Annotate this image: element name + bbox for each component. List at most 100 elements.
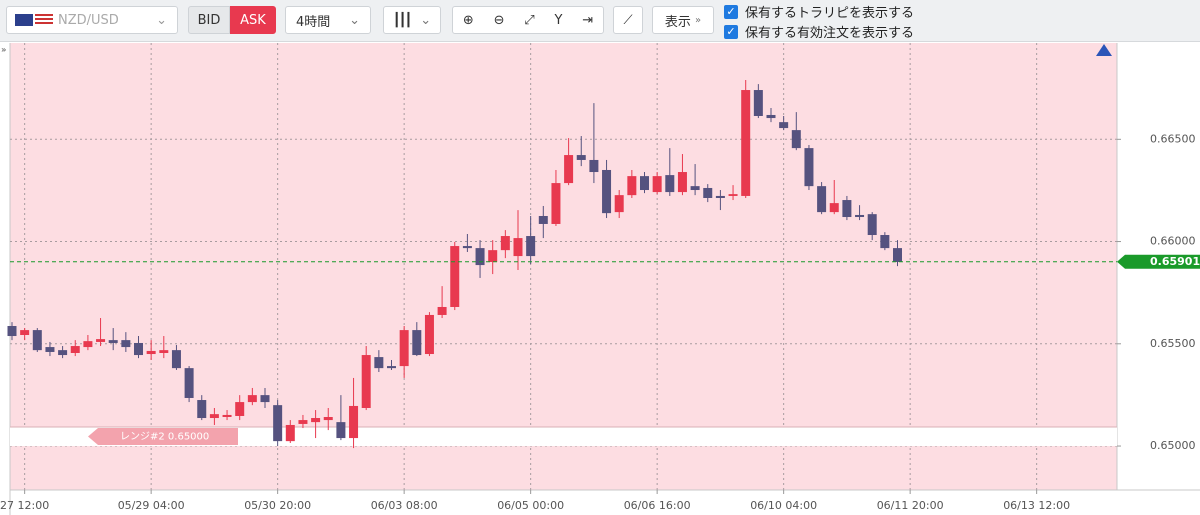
candle-body (247, 395, 257, 403)
chart-type-selector[interactable]: ┃┃┃ ⌄ (383, 6, 441, 34)
bid-label: BID (197, 12, 221, 28)
candle-body (880, 235, 890, 249)
candle-body (703, 187, 713, 198)
expand-toggle[interactable]: » (1, 46, 7, 56)
candle-body (222, 414, 232, 417)
x-tick-label: 06/05 00:00 (497, 499, 564, 512)
candle-body (349, 405, 359, 439)
candle-body (640, 176, 649, 191)
y-tick-label: 0.66000 (1150, 235, 1196, 248)
candle-body (614, 195, 624, 213)
candle-body (121, 340, 131, 348)
dropdown-arrow: » (694, 14, 702, 26)
fit[interactable]: ⤢ (524, 12, 535, 28)
x-tick-label: 05/30 20:00 (244, 499, 311, 512)
zoom-out[interactable]: ⊖ (493, 12, 505, 28)
x-tick-label: 06/06 16:00 (624, 499, 691, 512)
candle-body (500, 236, 510, 251)
candle-body (602, 169, 612, 214)
candle-body (361, 355, 371, 409)
candle-body (209, 414, 219, 419)
candle-body (336, 422, 346, 439)
candle-body (690, 186, 700, 191)
candle-body (576, 155, 586, 160)
candle-body (513, 238, 523, 257)
candle-body (829, 203, 839, 213)
display-menu[interactable]: 表示» (652, 6, 714, 34)
candle-body (665, 175, 675, 193)
candle-body (677, 172, 687, 193)
candle-body (728, 194, 738, 196)
timeframe-selector[interactable]: 4時間 ⌄ (285, 6, 371, 34)
checkbox-traps[interactable]: ✓ 保有するトラリピを表示する (724, 2, 914, 21)
current-price-tag (1117, 254, 1200, 269)
ask-label: ASK (240, 12, 266, 28)
pair-selector[interactable]: NZD/USD ⌄ (6, 6, 178, 34)
range-label: レンジ#2 0.65000 (120, 432, 209, 443)
checkbox-mark: ✓ (724, 24, 738, 39)
candle-body (32, 330, 42, 351)
zoom-in[interactable]: ⊕ (462, 12, 474, 28)
candle-body (627, 176, 637, 196)
x-tick-label: 05/29 04:00 (118, 499, 185, 512)
dropdown-arrow: ⌄ (156, 12, 167, 28)
candle-body (108, 340, 118, 343)
scroll-top-marker[interactable] (1096, 44, 1112, 56)
candle-body (311, 418, 321, 423)
ask-button[interactable]: ASK (230, 6, 276, 34)
range-tag (88, 428, 238, 446)
zoom-tools: ⊕ ⊖ ⤢ Y ⇥ (452, 6, 604, 34)
candle-body (184, 368, 194, 398)
dropdown-arrow: ⌄ (349, 12, 360, 28)
x-tick-label: 06/11 20:00 (877, 499, 944, 512)
candle-body (70, 346, 80, 353)
x-tick-label: 27 12:00 (0, 499, 49, 512)
candle-body (715, 195, 725, 198)
jump-latest[interactable]: ⇥ (582, 12, 594, 28)
x-tick-label: 06/10 04:00 (750, 499, 817, 512)
checkbox-label: 保有する有効注文を表示する (745, 26, 915, 41)
candle-body (766, 114, 776, 119)
current-price-label: 0.65901 (1150, 255, 1200, 268)
candle-body (424, 314, 434, 355)
candle-body (45, 347, 55, 352)
candle-body (791, 130, 801, 149)
x-tick-label: 06/13 12:00 (1003, 499, 1070, 512)
flag-us (35, 14, 53, 26)
y-tick-label: 0.66500 (1150, 132, 1196, 145)
candle-body (83, 341, 93, 348)
candle-body (779, 122, 789, 129)
candle-body (323, 416, 333, 421)
candle-body (260, 395, 270, 403)
candle-body (893, 248, 902, 263)
candle-body (387, 366, 396, 369)
candle-body (412, 330, 422, 356)
candle-body (589, 159, 599, 173)
candle-body (462, 246, 472, 249)
candle-body (298, 420, 308, 424)
bid-button[interactable]: BID (188, 6, 230, 34)
checkbox-label: 保有するトラリピを表示する (745, 6, 915, 21)
candle-body (538, 215, 548, 224)
candle-body (58, 350, 68, 356)
display-label: 表示 (664, 14, 691, 30)
candle-body (855, 214, 865, 218)
flag-nz (15, 14, 33, 26)
candle-body (235, 402, 245, 416)
toolbar: NZD/USD ⌄ BID ASK 4時間 ⌄ ┃┃┃ ⌄ ⊕ ⊖ ⤢ Y ⇥ ⟋ 表示» … (0, 0, 1200, 42)
candle-body (399, 330, 409, 367)
y-tick-label: 0.65500 (1150, 337, 1196, 350)
candle-body (134, 342, 143, 356)
candle-body (171, 350, 181, 369)
candle-body (804, 148, 814, 187)
indicator-button[interactable]: ⟋ (613, 6, 643, 34)
candle-body (652, 176, 662, 193)
checkbox-orders[interactable]: ✓ 保有する有効注文を表示する (724, 22, 914, 41)
lock-y[interactable]: Y (554, 12, 563, 28)
candle-body (753, 90, 763, 117)
dropdown-arrow: ⌄ (420, 12, 432, 28)
candle-body (867, 214, 877, 236)
